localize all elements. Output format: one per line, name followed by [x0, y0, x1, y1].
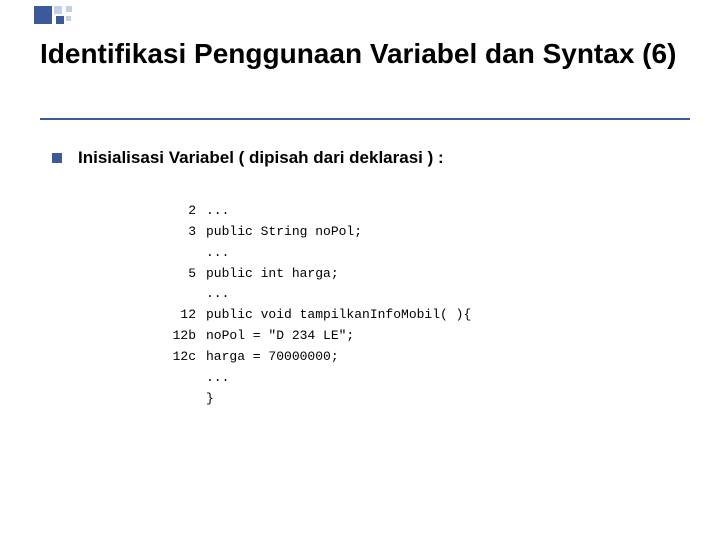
top-accent-decor [0, 0, 720, 28]
code-table: 2...3public String noPol;...5public int … [170, 200, 481, 410]
code-line: 12bnoPol = "D 234 LE"; [172, 327, 479, 346]
code-line: 12charga = 70000000; [172, 348, 479, 367]
code-line: } [172, 390, 479, 409]
line-code: } [206, 390, 479, 409]
code-line: 2... [172, 202, 479, 221]
code-line: ... [172, 244, 479, 263]
line-number [172, 390, 204, 409]
line-code: public String noPol; [206, 223, 479, 242]
line-number: 12 [172, 306, 204, 325]
line-number: 5 [172, 265, 204, 284]
line-number [172, 285, 204, 304]
line-number [172, 369, 204, 388]
accent-square [34, 6, 52, 24]
line-number: 3 [172, 223, 204, 242]
code-line: 5public int harga; [172, 265, 479, 284]
code-listing: 2...3public String noPol;...5public int … [170, 200, 481, 410]
line-code: public int harga; [206, 265, 479, 284]
line-number: 12b [172, 327, 204, 346]
slide-title: Identifikasi Penggunaan Variabel dan Syn… [40, 36, 680, 71]
line-code: ... [206, 285, 479, 304]
code-line: ... [172, 285, 479, 304]
code-line: ... [172, 369, 479, 388]
line-number: 12c [172, 348, 204, 367]
code-line: 3public String noPol; [172, 223, 479, 242]
accent-square [66, 16, 71, 21]
line-code: noPol = "D 234 LE"; [206, 327, 479, 346]
line-code: harga = 70000000; [206, 348, 479, 367]
accent-square [66, 6, 72, 12]
bullet-text: Inisialisasi Variabel ( dipisah dari dek… [78, 148, 444, 168]
line-code: ... [206, 369, 479, 388]
title-underline [40, 118, 690, 120]
line-number: 2 [172, 202, 204, 221]
accent-square [54, 6, 62, 14]
code-line: 12public void tampilkanInfoMobil( ){ [172, 306, 479, 325]
accent-square [56, 16, 64, 24]
bullet-item: Inisialisasi Variabel ( dipisah dari dek… [52, 148, 444, 168]
line-number [172, 244, 204, 263]
line-code: ... [206, 244, 479, 263]
line-code: ... [206, 202, 479, 221]
square-bullet-icon [52, 153, 62, 163]
line-code: public void tampilkanInfoMobil( ){ [206, 306, 479, 325]
